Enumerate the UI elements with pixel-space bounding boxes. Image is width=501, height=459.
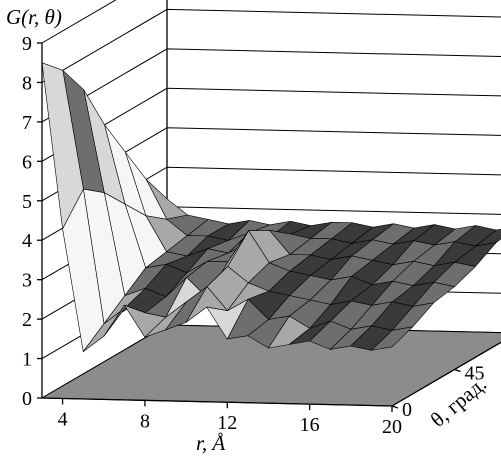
tick-labels: 01234567894812162004590 [22,33,485,438]
y-tick-label: 0 [402,399,412,421]
x-axis-line [41,397,393,407]
z-tick-label: 0 [22,388,32,410]
x-tick-label: 12 [217,412,237,434]
z-tick-label: 7 [22,112,32,134]
z-tick-label: 3 [22,270,32,292]
y-tick-mark [391,405,399,409]
surface-mesh [41,62,501,352]
plot-axes [37,42,501,412]
x-tick-label: 8 [140,410,150,432]
y-tick-mark [454,368,461,373]
x-tick-label: 16 [300,414,320,436]
y-tick-label: 45 [465,363,485,385]
z-tick-label: 2 [22,309,32,331]
z-tick-label: 5 [22,191,32,213]
surface-cell [371,326,414,351]
x-tick-label: 20 [382,416,402,438]
z-gridline [41,48,501,123]
z-axis-label: G(r, θ) [6,5,62,29]
z-tick-label: 4 [22,230,32,252]
x-axis-label: r, Å [196,431,225,455]
z-gridline [41,0,117,44]
z-tick-label: 6 [22,151,32,173]
z-tick-label: 9 [22,33,32,55]
x-tick-label: 4 [58,408,68,430]
z-tick-label: 8 [22,72,32,94]
z-tick-label: 1 [22,349,32,371]
z-gridline [41,8,501,83]
